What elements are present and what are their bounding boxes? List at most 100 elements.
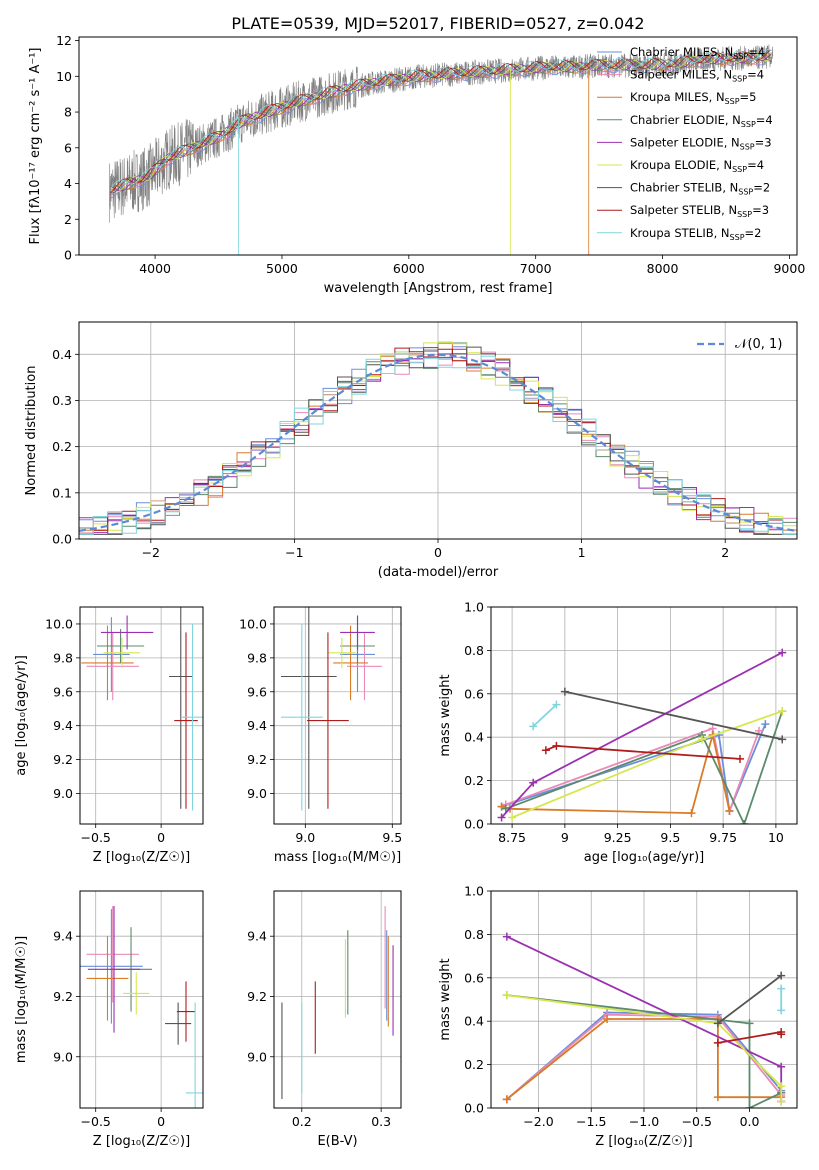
model-spectrum-line [110, 52, 772, 192]
axes-frame [273, 890, 402, 1109]
weight-marker [777, 1082, 786, 1091]
y-tick-label: 0.6 [464, 686, 484, 701]
legend-label: Kroupa ELODIE, NSSP=4 [630, 158, 764, 174]
weight-marker [736, 754, 745, 763]
x-axis-label: (data-model)/error [378, 565, 499, 580]
weight-marker [745, 1104, 754, 1108]
x-tick-label: −1.5 [576, 1114, 606, 1129]
weight-marker [529, 778, 538, 787]
x-tick-label: 2 [721, 545, 729, 560]
x-tick-label: 9000 [773, 261, 805, 276]
weight-marker [529, 722, 538, 731]
panel-z_vs_weight: −2.0 −1.5 −1.0 −0.5 0.0 0.0 0.2 0.4 0.6 0.8 1.0 Z [… [438, 884, 798, 1149]
weight-marker [560, 687, 569, 696]
plot-area [79, 341, 797, 535]
y-axis-label: mass [log₁₀(M/M☉)] [14, 936, 29, 1063]
x-tick-label: 0 [157, 830, 165, 845]
errorbar-point [180, 623, 203, 811]
y-tick-label: 0.4 [464, 730, 484, 745]
weight-marker [603, 1015, 612, 1024]
y-tick-label: 1.0 [464, 884, 484, 899]
x-tick-label: 9.25 [604, 830, 632, 845]
x-tick-label: 9.75 [709, 830, 737, 845]
x-tick-label: 10 [768, 830, 784, 845]
weight-series-line [501, 723, 767, 815]
axes-frame [490, 606, 798, 825]
y-tick-label: 0.6 [464, 970, 484, 985]
weight-series-line [532, 703, 558, 728]
errorbar-point [87, 906, 141, 1033]
y-tick-label: 0 [64, 248, 72, 263]
panel-mass_vs_age: 9.0 9.5 9.0 9.2 9.4 9.6 9.8 10.0 mass [log₁₀(M/M… [239, 606, 402, 865]
x-tick-label: 9.0 [295, 830, 315, 845]
y-tick-label: 9.4 [53, 929, 73, 944]
axes-frame [79, 890, 204, 1109]
legend-label: Chabrier ELODIE, NSSP=4 [630, 113, 773, 129]
weight-marker [778, 735, 787, 744]
errorbar-point [100, 615, 154, 650]
x-tick-label: 0.0 [740, 1114, 760, 1129]
y-axis-label: Flux [fλ10⁻¹⁷ erg cm⁻² s⁻¹ A⁻¹] [28, 48, 43, 245]
weight-marker [502, 932, 511, 941]
model-spectrum-line [110, 49, 772, 193]
x-tick-label: −0.5 [81, 1114, 111, 1129]
y-tick-label: 9.4 [53, 718, 73, 733]
weight-marker [740, 820, 749, 824]
y-tick-label: 0.0 [52, 532, 72, 547]
x-tick-label: 0 [157, 1114, 165, 1129]
weight-marker [755, 726, 764, 735]
y-tick-label: 0.8 [464, 927, 484, 942]
legend-label: Salpeter MILES, NSSP=4 [630, 68, 764, 84]
weight-marker [552, 700, 561, 709]
weight-marker [777, 1097, 786, 1106]
weight-series-line [506, 994, 782, 1108]
y-tick-label: 9.4 [247, 929, 267, 944]
weight-marker [778, 707, 787, 716]
panel-z_vs_mass: −0.5 0 9.0 9.2 9.4 Z [log₁₀(Z/Z☉)] mass [log₁₀… [14, 890, 204, 1149]
weight-marker [502, 991, 511, 1000]
plot-area [281, 906, 394, 1099]
x-tick-label: −2 [142, 545, 160, 560]
y-tick-label: 2 [64, 212, 72, 227]
x-tick-label: −2.0 [523, 1114, 553, 1129]
y-tick-label: 0.0 [464, 817, 484, 832]
plot-area [502, 932, 786, 1108]
x-tick-label: 1 [578, 545, 586, 560]
errorbar-point [80, 909, 143, 1024]
y-tick-label: 0.1 [52, 485, 72, 500]
x-tick-label: 0 [434, 545, 442, 560]
weight-marker [777, 1030, 786, 1039]
x-tick-label: 0.3 [371, 1114, 391, 1129]
y-tick-label: 9.6 [247, 684, 267, 699]
errorbar-point [174, 632, 198, 809]
errorbar-point [165, 1002, 192, 1045]
errorbar-point [86, 632, 139, 701]
weight-marker [497, 813, 506, 822]
weight-marker [497, 802, 506, 811]
axes-frame [78, 36, 798, 256]
model-spectrum-line [110, 52, 772, 194]
axes-frame [79, 606, 204, 825]
errorbar-point [327, 637, 356, 669]
axes-frame [490, 890, 798, 1109]
errorbar-point [280, 623, 323, 811]
weight-marker [687, 809, 696, 818]
errorbar-point [97, 629, 145, 663]
y-tick-label: 9.0 [247, 1049, 267, 1064]
model-spectrum-line [110, 52, 772, 255]
y-tick-label: 10 [56, 69, 72, 84]
panel-residuals: −2 −1 0 1 2 0.0 0.1 0.2 0.3 0.4 (data-model)/error… [24, 321, 798, 580]
weight-marker [725, 806, 734, 815]
y-tick-label: 4 [64, 176, 72, 191]
weight-series-line [564, 690, 783, 741]
x-tick-label: −1.0 [629, 1114, 659, 1129]
x-tick-label: 6000 [393, 261, 425, 276]
panel-spectrum: 4000 5000 6000 7000 8000 9000 0 2 4 6 8 10 12 wavelen… [28, 33, 805, 296]
errorbar-point [93, 617, 130, 692]
y-tick-label: 0.2 [464, 1057, 484, 1072]
x-axis-label: mass [log₁₀(M/M☉)] [274, 850, 401, 865]
plot-area [280, 607, 382, 811]
errorbar-point [307, 632, 349, 809]
weight-series-line [511, 710, 783, 819]
weight-marker [541, 746, 550, 755]
